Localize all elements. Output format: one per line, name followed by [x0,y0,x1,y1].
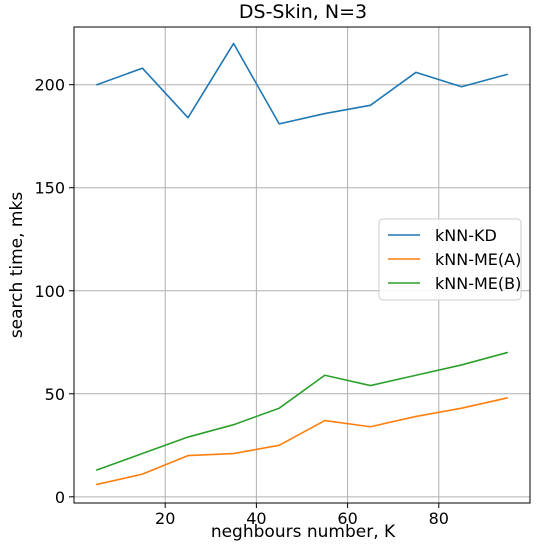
x-tick-label: 80 [429,509,449,528]
x-tick-label: 40 [246,509,266,528]
y-axis-label: search time, mks [7,192,27,338]
ticks: 20 40 60 80 0 50 100 150 200 [34,76,449,528]
x-tick-label: 20 [155,509,175,528]
series-line-0 [96,42,509,125]
series-line-2 [96,351,509,471]
y-tick-label: 150 [34,179,65,198]
y-tick-label: 200 [34,76,65,95]
legend-entry: kNN-KD [435,226,497,245]
legend-entry: kNN-ME(A) [435,250,521,269]
plot-frame [73,26,531,504]
legend-entry: kNN-ME(B) [435,274,521,293]
legend-box [378,218,522,301]
x-axis-label: neghbours number, K [211,522,396,542]
chart-title: DS-Skin, N=3 [239,1,367,23]
series-lines [96,42,509,486]
y-tick-label: 100 [34,282,65,301]
grid [74,27,530,503]
x-tick-label: 60 [337,509,357,528]
series-line-1 [96,397,509,486]
y-tick-label: 0 [55,488,65,507]
y-tick-label: 50 [45,385,65,404]
legend: kNN-KD kNN-ME(A) kNN-ME(B) [378,218,522,301]
